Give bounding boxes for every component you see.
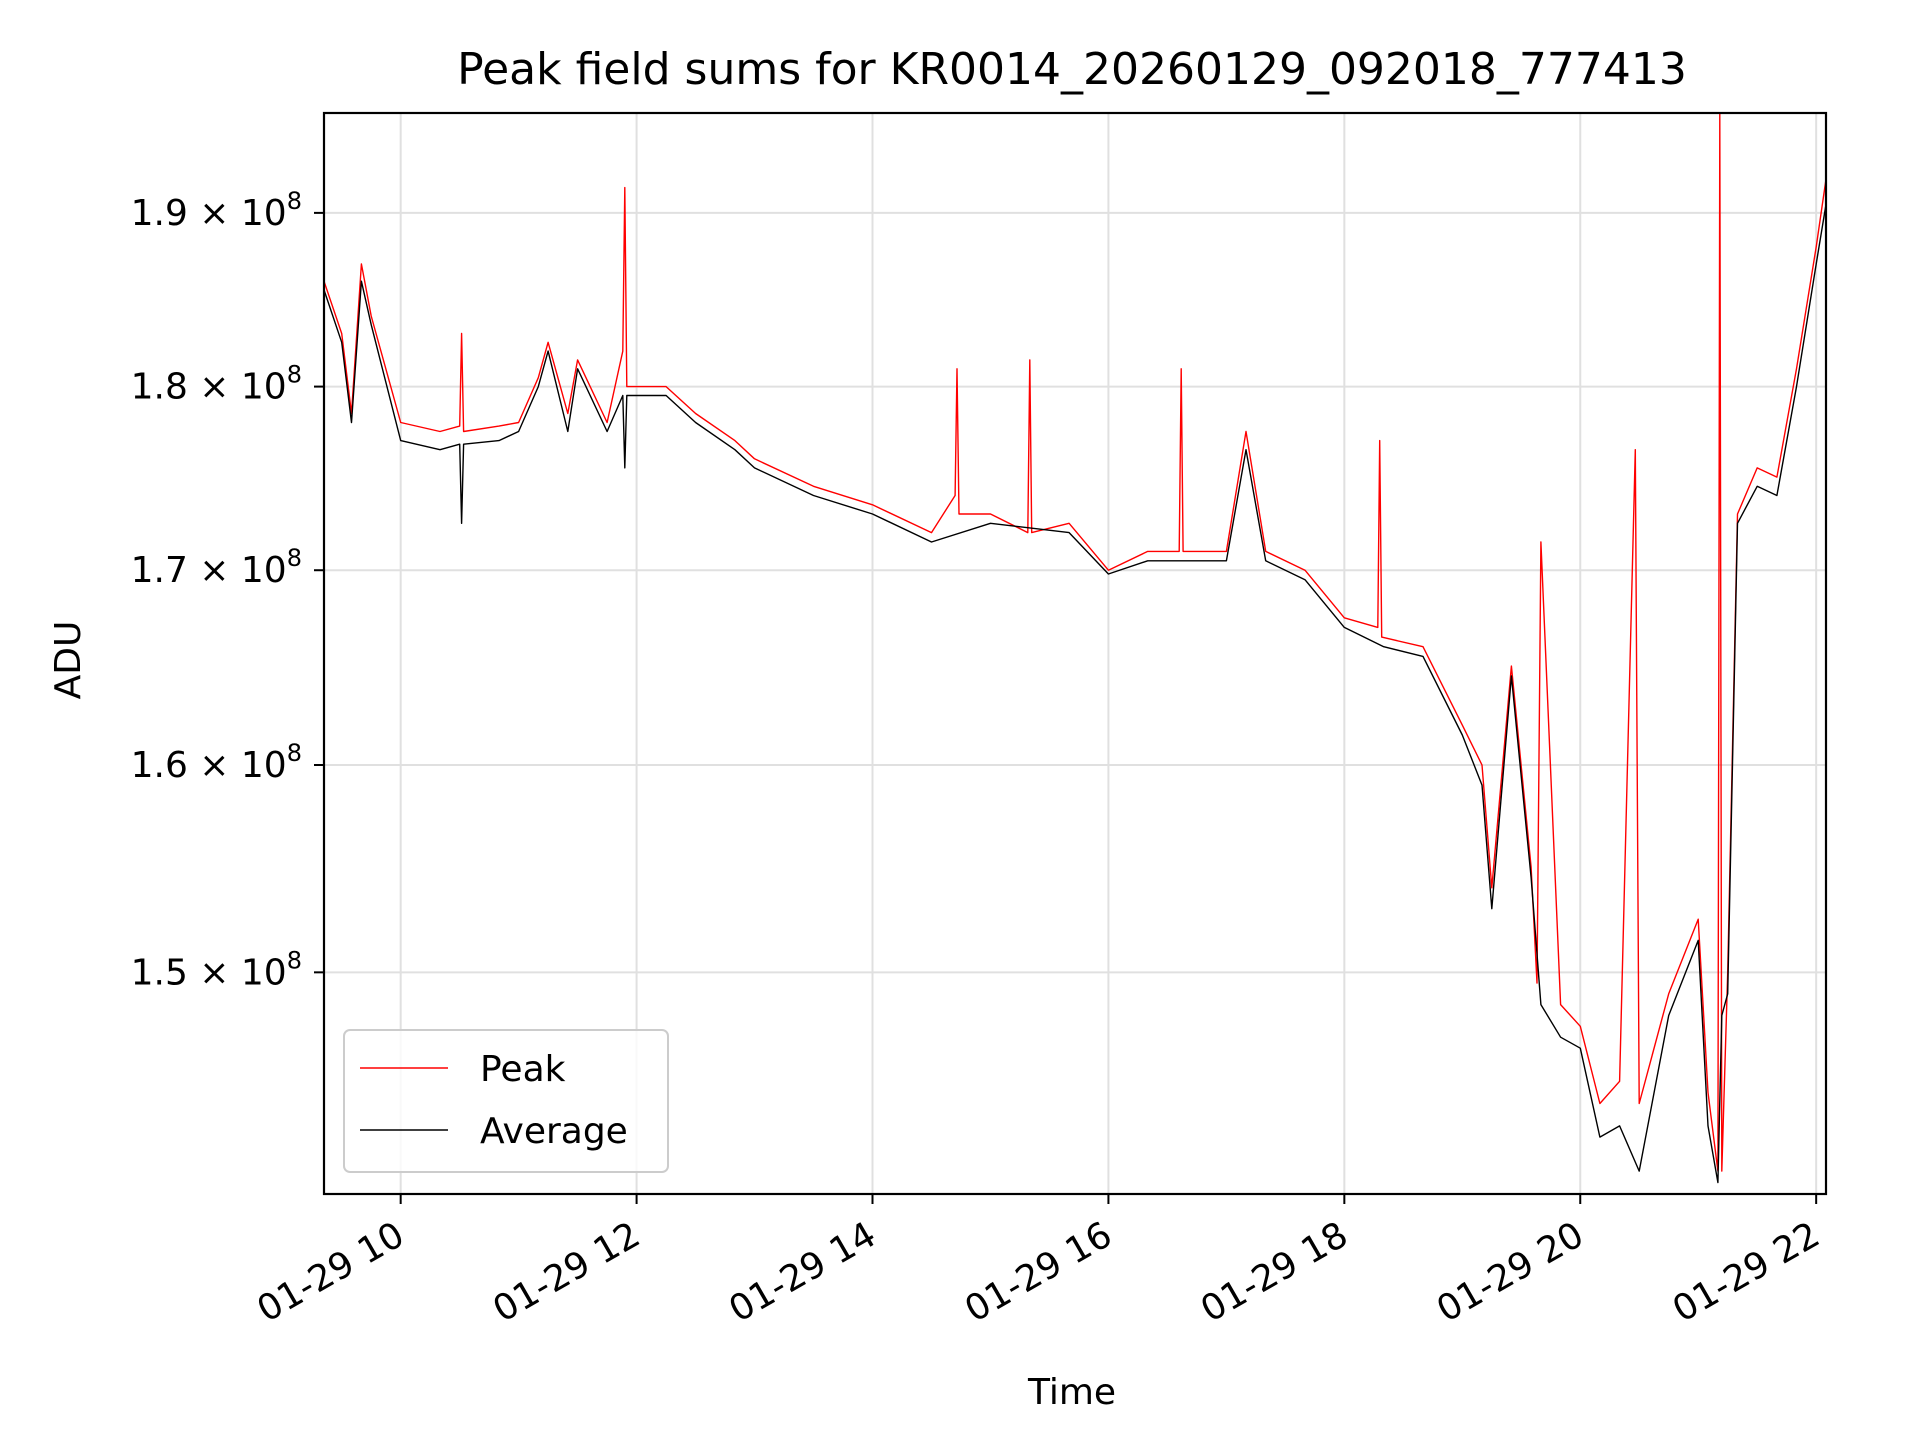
series-line-average [324,204,1826,1184]
legend-label-average: Average [480,1111,628,1152]
chart-title: Peak field sums for KR0014_20260129_0920… [457,44,1687,95]
y-axis: 1.5 × 108 1.6 × 108 1.7 × 108 1.8 × 108 1.9 … [131,187,324,993]
y-tick-label: 1.7 × 108 [131,544,302,591]
legend: Peak Average [343,1029,669,1173]
y-tick-label: 1.8 × 108 [131,361,302,408]
y-tick-label: 1.6 × 108 [131,739,302,786]
series-layer [324,113,1826,1184]
legend-box [343,1029,669,1173]
y-tick-label: 1.9 × 108 [131,187,302,234]
x-axis-label: Time [1027,1372,1116,1413]
legend-label-peak: Peak [480,1049,566,1090]
y-axis-label: ADU [48,621,89,700]
plot-frame [322,111,1828,1196]
series-line-peak [324,113,1826,1172]
y-tick-label: 1.5 × 108 [131,946,302,993]
